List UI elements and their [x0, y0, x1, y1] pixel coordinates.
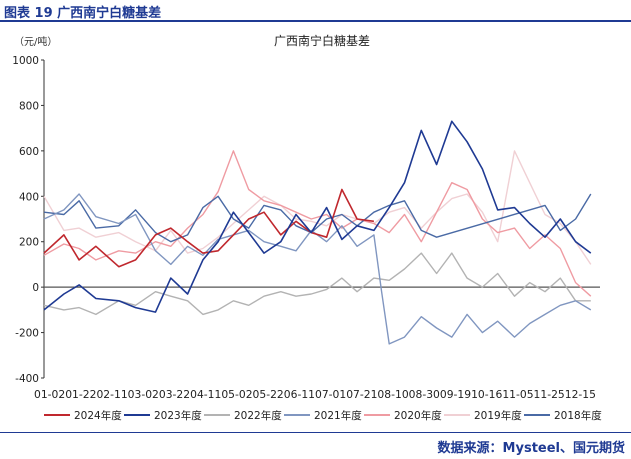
- series-line-1: [43, 120, 592, 313]
- legend-label-3: 2021年度: [314, 409, 362, 422]
- figure-header: 图表 19 广西南宁白糖基差: [0, 0, 631, 22]
- y-tick-label: 400: [19, 191, 39, 203]
- legend-label-2: 2022年度: [234, 409, 282, 422]
- legend-label-1: 2023年度: [154, 409, 202, 422]
- chart-title: 广西南宁白糖基差: [274, 33, 370, 48]
- legend-label-4: 2020年度: [394, 409, 442, 422]
- series-line-0: [43, 188, 375, 268]
- series-line-3: [43, 193, 592, 345]
- y-tick-label: 600: [19, 146, 39, 158]
- footer-divider: [0, 432, 631, 433]
- y-tick-label: 0: [32, 282, 39, 294]
- y-tick-label: -200: [15, 328, 39, 340]
- y-tick-label: 800: [19, 100, 39, 112]
- series-line-2: [43, 252, 591, 316]
- series-line-5: [43, 150, 592, 265]
- legend-label-6: 2018年度: [554, 409, 602, 422]
- y-tick-label: 1000: [12, 55, 39, 67]
- series-line-6: [43, 193, 592, 243]
- legend: 2024年度 2023年度 2022年度 2021年度 2020年度 2019年度 2018…: [44, 409, 602, 422]
- legend-label-0: 2024年度: [74, 409, 122, 422]
- y-axis: -400 -200 0 200 400 600 800 1000: [12, 55, 45, 385]
- y-unit-label: （元/吨）: [14, 35, 57, 48]
- legend-label-5: 2019年度: [474, 409, 522, 422]
- series-layer: [43, 120, 592, 345]
- y-tick-label: -400: [15, 373, 39, 385]
- source-note: 数据来源：Mysteel、国元期货: [437, 441, 625, 456]
- figure-label: 图表 19 广西南宁白糖基差: [4, 6, 162, 21]
- basis-line-chart: 广西南宁白糖基差 （元/吨） -400 -200 0 200 400 600 800 1000…: [12, 33, 602, 422]
- y-tick-label: 200: [19, 237, 39, 249]
- series-line-4: [43, 150, 592, 297]
- x-tick-labels: 01-0201-2202-1103-0203-2204-1105-0205-22…: [34, 389, 596, 401]
